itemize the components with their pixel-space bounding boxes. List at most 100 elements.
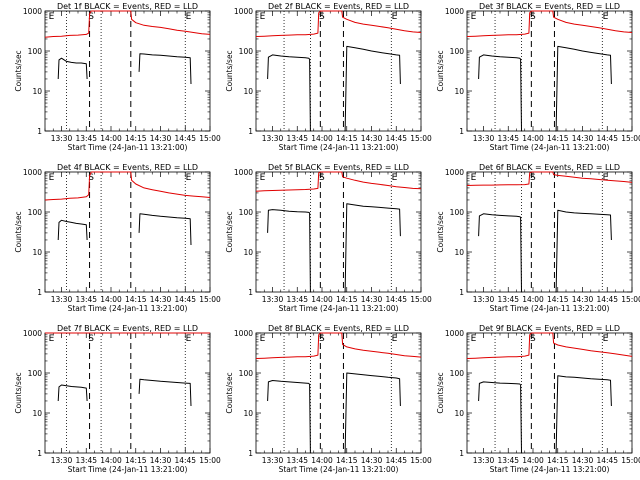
y-tick-label: 1: [248, 288, 253, 297]
y-tick-label: 10: [454, 87, 464, 96]
x-tick-label: 15:00: [410, 295, 432, 304]
y-tick-label: 10: [243, 87, 253, 96]
x-tick-label: 13:30: [51, 295, 73, 304]
y-axis-label: Counts/sec: [225, 372, 234, 413]
events-series-line: [138, 378, 192, 407]
phase-marker-label: S: [88, 12, 94, 22]
y-tick-label: 1: [248, 449, 253, 458]
events-series-line: [555, 209, 612, 293]
x-tick-label: 13:30: [473, 134, 495, 143]
detector-plot-6: Det 6f BLACK = Events, RED = LLD 1 10 100 10…: [436, 163, 640, 313]
phase-marker-label: E: [49, 334, 55, 344]
x-tick-label: 14:15: [336, 295, 358, 304]
x-tick-label: 14:45: [174, 134, 196, 143]
x-tick-label: 14:15: [125, 134, 147, 143]
x-tick-label: 13:45: [286, 134, 308, 143]
plot-title: Det 2f BLACK = Events, RED = LLD: [268, 2, 409, 11]
x-tick-label: 14:30: [150, 134, 172, 143]
y-tick-label: 1000: [234, 7, 253, 16]
events-series-line: [138, 213, 192, 246]
x-tick-label: 14:00: [311, 295, 333, 304]
x-tick-label: 14:15: [547, 295, 569, 304]
x-axis-label: Start Time (24-Jan-11 13:21:00): [279, 143, 399, 152]
y-tick-label: 1: [459, 449, 464, 458]
x-tick-label: 13:30: [473, 456, 495, 465]
phase-marker-label: E: [186, 173, 192, 183]
y-tick-label: 1000: [23, 329, 42, 338]
x-tick-label: 15:00: [410, 456, 432, 465]
y-tick-label: 1000: [23, 168, 42, 177]
y-tick-label: 10: [32, 409, 42, 418]
phase-marker-label: E: [603, 334, 609, 344]
x-tick-label: 14:30: [361, 134, 383, 143]
x-tick-label: 13:30: [262, 134, 284, 143]
y-tick-label: 100: [239, 208, 254, 217]
y-tick-label: 10: [32, 87, 42, 96]
x-tick-label: 14:30: [572, 134, 594, 143]
y-tick-label: 1: [459, 288, 464, 297]
events-series-line: [267, 380, 312, 454]
events-series-line: [57, 219, 88, 241]
x-axis-label: Start Time (24-Jan-11 13:21:00): [490, 465, 610, 474]
phase-marker-label: S: [88, 173, 94, 183]
detector-plot-2: Det 2f BLACK = Events, RED = LLD 1 10 100 10…: [225, 2, 432, 152]
plot-title: Det 6f BLACK = Events, RED = LLD: [479, 163, 620, 172]
phase-marker-label: S: [319, 334, 325, 344]
y-axis-label: Counts/sec: [14, 372, 23, 413]
phase-marker-label: E: [49, 173, 55, 183]
x-tick-label: 14:30: [361, 295, 383, 304]
x-tick-label: 14:45: [596, 456, 618, 465]
detector-plot-5: Det 5f BLACK = Events, RED = LLD 1 10 100 10…: [225, 163, 432, 313]
x-axis-label: Start Time (24-Jan-11 13:21:00): [279, 304, 399, 313]
x-tick-label: 13:30: [51, 134, 73, 143]
lld-series-line: [255, 332, 422, 359]
events-series-line: [344, 372, 401, 454]
lld-series-line: [255, 10, 422, 37]
phase-marker-label: S: [319, 12, 325, 22]
x-tick-label: 13:45: [497, 134, 519, 143]
x-axis-label: Start Time (24-Jan-11 13:21:00): [490, 143, 610, 152]
phase-marker-label: S: [530, 173, 536, 183]
phase-marker-label: S: [319, 173, 325, 183]
x-tick-label: 14:15: [125, 456, 147, 465]
y-tick-label: 1: [37, 288, 42, 297]
plot-title: Det 7f BLACK = Events, RED = LLD: [57, 324, 198, 333]
y-axis-label: Counts/sec: [14, 211, 23, 252]
x-tick-label: 13:45: [286, 456, 308, 465]
y-tick-label: 1: [37, 127, 42, 136]
y-tick-label: 1000: [445, 168, 464, 177]
detector-plot-3: Det 3f BLACK = Events, RED = LLD 1 10 100 10…: [436, 2, 640, 152]
x-tick-label: 14:45: [385, 295, 407, 304]
phase-marker-label: E: [186, 12, 192, 22]
x-axis-label: Start Time (24-Jan-11 13:21:00): [490, 304, 610, 313]
y-tick-label: 1000: [234, 168, 253, 177]
x-tick-label: 13:45: [497, 456, 519, 465]
phase-marker-label: S: [88, 334, 94, 344]
plot-title: Det 1f BLACK = Events, RED = LLD: [57, 2, 198, 11]
x-tick-label: 13:30: [262, 295, 284, 304]
phase-marker-label: E: [603, 173, 609, 183]
x-tick-label: 14:45: [385, 456, 407, 465]
detector-plot-8: Det 8f BLACK = Events, RED = LLD 1 10 100 10…: [225, 324, 432, 474]
y-axis-label: Counts/sec: [225, 211, 234, 252]
y-tick-label: 10: [32, 248, 42, 257]
y-tick-label: 100: [450, 369, 465, 378]
x-tick-label: 14:30: [572, 295, 594, 304]
x-tick-label: 14:00: [100, 456, 122, 465]
x-tick-label: 14:45: [174, 295, 196, 304]
y-axis-label: Counts/sec: [14, 50, 23, 91]
phase-marker-label: E: [471, 334, 477, 344]
x-tick-label: 13:30: [51, 456, 73, 465]
y-tick-label: 1: [248, 127, 253, 136]
x-tick-label: 14:00: [522, 134, 544, 143]
x-tick-label: 15:00: [199, 456, 221, 465]
phase-marker-label: E: [392, 12, 398, 22]
lld-series-line: [466, 171, 633, 186]
x-tick-label: 15:00: [621, 456, 640, 465]
x-tick-label: 14:00: [311, 456, 333, 465]
x-tick-label: 13:45: [75, 456, 97, 465]
x-tick-label: 14:15: [336, 134, 358, 143]
detector-plot-4: Det 4f BLACK = Events, RED = LLD 1 10 100 10…: [14, 163, 221, 313]
phase-marker-label: E: [392, 173, 398, 183]
x-tick-label: 13:45: [497, 295, 519, 304]
